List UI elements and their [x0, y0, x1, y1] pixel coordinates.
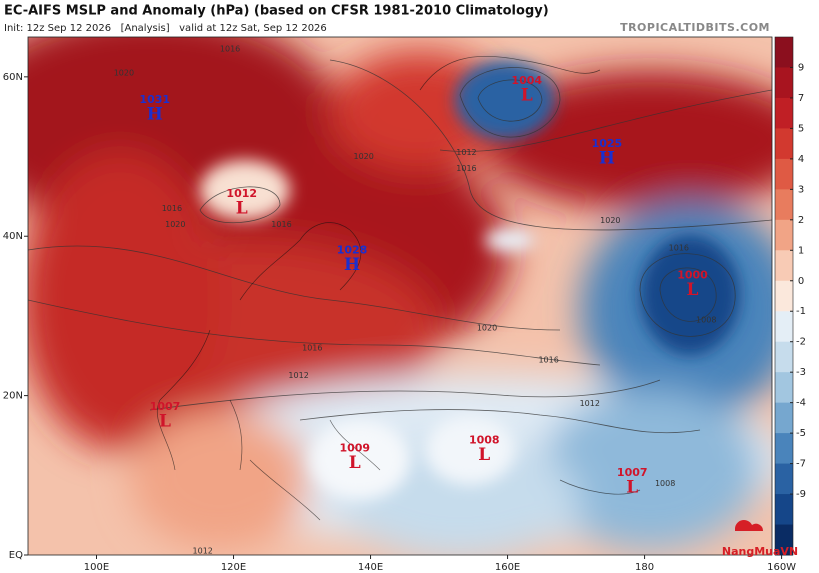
- colorbar-label: -4: [796, 398, 806, 409]
- colorbar-swatch: [775, 280, 793, 312]
- colorbar-label: -2: [796, 337, 806, 348]
- colorbar-label: 1: [798, 245, 804, 256]
- isobar-label: 1016: [220, 44, 240, 53]
- coastlines: [156, 55, 641, 521]
- colorbar-swatch: [775, 250, 793, 282]
- lon-label: 100E: [84, 562, 109, 573]
- lon-label: 120E: [221, 562, 246, 573]
- colorbar-label: 0: [798, 276, 804, 287]
- center-letter: H: [147, 105, 163, 125]
- isobars: [28, 59, 772, 434]
- isobar-label: 1020: [477, 323, 497, 332]
- center-pressure: 1031: [139, 93, 170, 106]
- colorbar-swatch: [775, 67, 793, 99]
- colorbar-label: 3: [798, 184, 804, 195]
- lat-label: 60N: [3, 72, 23, 83]
- center-pressure: 1007: [617, 466, 648, 479]
- center-pressure: 1007: [150, 400, 181, 413]
- colorbar-swatch: [775, 219, 793, 251]
- isobar-label: 1012: [456, 148, 476, 157]
- colorbar-swatch: [775, 311, 793, 343]
- colorbar-swatch: [775, 433, 793, 465]
- init-line: Init: 12z Sep 12 2026 [Analysis] valid a…: [4, 23, 327, 34]
- center-letter: L: [478, 445, 490, 465]
- isobar-label: 1016: [271, 220, 291, 229]
- center-letter: L: [159, 411, 171, 431]
- logo-text: NangMuaVN: [722, 545, 798, 558]
- isobar-label: 1020: [354, 152, 374, 161]
- lon-label: 160W: [767, 562, 796, 573]
- center-letter: L: [687, 280, 699, 300]
- colorbar-label: 5: [798, 123, 804, 134]
- isobar-label: 1016: [538, 355, 558, 364]
- lat-label: EQ: [9, 550, 23, 561]
- isobar-label: 1008: [655, 479, 675, 488]
- colorbar-label: -5: [796, 428, 806, 439]
- center-letter: L: [349, 453, 361, 473]
- center-pressure: 1000: [677, 268, 708, 281]
- colorbar-swatch: [775, 158, 793, 190]
- isobar-label: 1012: [288, 371, 308, 380]
- center-letter: H: [599, 148, 615, 168]
- logo-cloud: [735, 520, 764, 531]
- center-pressure: 1004: [511, 74, 542, 87]
- colorbar-frame: [774, 36, 794, 556]
- lon-label: 140E: [358, 562, 383, 573]
- center-pressure: 1025: [592, 137, 623, 150]
- center-pressure: 1012: [226, 187, 257, 200]
- isobar-label: 1016: [162, 204, 182, 213]
- colorbar-swatch: [775, 97, 793, 129]
- center-letter: L: [236, 199, 248, 219]
- colorbar-swatch: [775, 463, 793, 495]
- colorbar-label: -3: [796, 367, 806, 378]
- colorbar-swatch: [775, 37, 793, 68]
- colorbar-label: -7: [796, 459, 806, 470]
- colorbar-swatch: [775, 128, 793, 160]
- isobar-label: 1016: [302, 343, 322, 352]
- lat-label: 20N: [3, 391, 23, 402]
- center-letter: L: [626, 478, 638, 498]
- anomaly-field: 1016 1020 1020 1016 1016 1020 1012 1016 1020 1016…: [28, 37, 772, 556]
- center-letter: H: [344, 255, 360, 275]
- colorbar-swatch: [775, 524, 793, 556]
- center-pressure: 1008: [469, 433, 500, 446]
- lon-label: 180: [635, 562, 654, 573]
- colorbar-label: 2: [798, 215, 804, 226]
- colorbar-label: -1: [796, 306, 806, 317]
- colorbar-swatch: [775, 402, 793, 434]
- center-pressure: 1009: [339, 441, 370, 454]
- colorbar-swatch: [775, 494, 793, 526]
- colorbar-label: 4: [798, 154, 804, 165]
- isobar-label: 1008: [696, 315, 716, 324]
- colorbar-label: 7: [798, 93, 804, 104]
- source-watermark: TROPICALTIDBITS.COM: [620, 21, 770, 34]
- colorbar-swatch: [775, 189, 793, 221]
- colorbar-label: -9: [796, 489, 806, 500]
- isobar-label: 1016: [456, 164, 476, 173]
- isobar-label: 1020: [165, 220, 185, 229]
- isobar-label: 1012: [580, 399, 600, 408]
- colorbar-swatch: [775, 341, 793, 373]
- isobar-label: 1020: [600, 216, 620, 225]
- lon-label: 160E: [495, 562, 520, 573]
- isobar-label: 1020: [114, 68, 134, 77]
- map-title: EC-AIFS MSLP and Anomaly (hPa) (based on…: [4, 4, 549, 19]
- center-pressure: 1028: [337, 244, 368, 257]
- map-frame: [27, 36, 773, 556]
- colorbar-label: 9: [798, 62, 804, 73]
- center-letter: L: [521, 85, 533, 105]
- isobar-label: 1012: [193, 547, 213, 556]
- logo: NangMuaVN: [722, 520, 798, 558]
- lat-label: 40N: [3, 231, 23, 242]
- isobar-label: 1016: [669, 244, 689, 253]
- colorbar-swatch: [775, 372, 793, 404]
